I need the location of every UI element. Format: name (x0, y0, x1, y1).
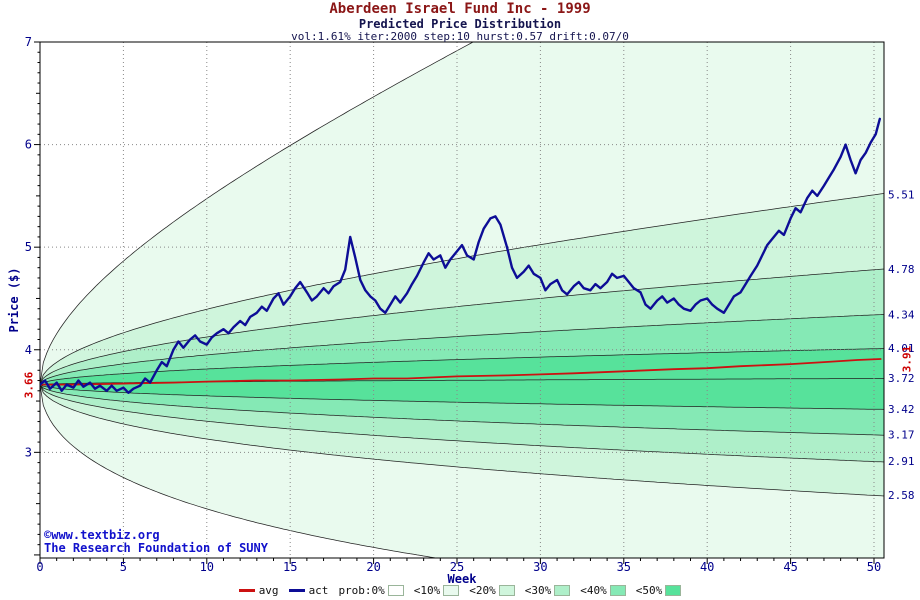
fan-band-p90-p80 (40, 193, 884, 385)
x-tick-label: 15 (283, 560, 297, 574)
watermark-org: The Research Foundation of SUNY (44, 541, 268, 555)
legend-item-avg: avg (238, 584, 279, 597)
legend-label: <20% (469, 584, 496, 597)
fan-boundary-p70 (40, 314, 884, 385)
x-tick-label: 20 (366, 560, 380, 574)
x-tick-label: 25 (450, 560, 464, 574)
boundary-value-label-p20: 2.91 (888, 455, 915, 468)
plot-frame (39, 41, 885, 559)
x-tick-label: 10 (200, 560, 214, 574)
boundary-value-label-p30: 3.17 (888, 428, 915, 441)
fan-boundary-p30 (40, 384, 884, 436)
fan-band-p70-p60 (40, 314, 884, 385)
watermark: ©www.textbiz.org The Research Foundation… (44, 529, 268, 555)
legend-label: prob:0% (338, 584, 385, 597)
x-tick-label: 30 (533, 560, 547, 574)
legend-color-swatch (387, 585, 404, 596)
legend-item-50: <50% (636, 584, 682, 597)
y-tick-label: 7 (25, 35, 32, 49)
start-price-label: 3.66 (22, 371, 36, 398)
legend-item-prob-0: prob:0% (338, 584, 404, 597)
fan-band-p30-p20 (40, 384, 884, 462)
avg-end-price-label: 3.91 (900, 345, 914, 373)
fan-band-max-p90 (40, 42, 884, 385)
fan-boundary-p10 (40, 384, 884, 497)
legend-label: <50% (635, 584, 663, 597)
legend-label: <10% (413, 584, 441, 597)
legend-label: <30% (524, 584, 552, 597)
avg-line (40, 358, 882, 386)
boundary-value-label-p80: 4.78 (888, 263, 915, 276)
legend-color-swatch (498, 585, 515, 596)
legend-item-act: act (288, 584, 329, 597)
legend-label: act (308, 584, 329, 597)
y-tick-label: 3 (25, 445, 32, 459)
legend-item-30: <30% (525, 584, 571, 597)
y-tick-label: 6 (25, 138, 32, 152)
legend-item-20: <20% (469, 584, 515, 597)
legend-item-10: <10% (414, 584, 460, 597)
fan-band-p10-min (40, 384, 884, 558)
fan-band-p20-p10 (40, 384, 884, 496)
fan-boundary-min (40, 384, 439, 558)
legend-color-swatch (665, 585, 682, 596)
x-tick-label: 5 (120, 560, 127, 574)
act-line (40, 117, 881, 394)
page-title: Aberdeen Israel Fund Inc - 1999 (329, 1, 591, 17)
x-tick-label: 40 (700, 560, 714, 574)
y-tick-label: 5 (25, 240, 32, 254)
legend-line-swatch (288, 589, 305, 592)
y-tick-label: 4 (25, 343, 32, 357)
x-tick-label: 45 (783, 560, 797, 574)
fan-band-p60-p50 (40, 348, 884, 385)
legend-color-swatch (609, 585, 626, 596)
legend: avg act prob:0% <10% <20% <30% <40% <50% (0, 584, 920, 597)
legend-label: <40% (580, 584, 607, 597)
simulation-params: vol:1.61% iter:2000 step:10 hurst:0.57 d… (291, 30, 629, 43)
legend-color-swatch (443, 585, 460, 596)
x-tick-label: 35 (617, 560, 631, 574)
x-axis-title: Week (447, 572, 477, 586)
x-tick-label: 0 (36, 560, 43, 574)
fan-boundary-p90 (40, 193, 884, 385)
legend-label: avg (258, 584, 279, 597)
fan-band-p50-p40 (40, 378, 884, 410)
chart-subtitle: Predicted Price Distribution (358, 17, 562, 31)
boundary-value-label-p90: 5.51 (888, 188, 915, 201)
boundary-value-label-p10: 2.58 (888, 489, 915, 502)
fan-boundary-p60 (40, 348, 884, 385)
fan-boundary-p40 (40, 384, 884, 410)
y-axis-title: Price ($) (7, 267, 21, 333)
boundary-value-label-p40: 3.42 (888, 403, 915, 416)
boundary-value-label-p70: 4.34 (888, 308, 915, 321)
boundary-value-label-p60: 4.01 (888, 342, 915, 355)
legend-color-swatch (554, 585, 571, 596)
fan-boundary-max (40, 42, 474, 385)
legend-line-swatch (238, 589, 255, 592)
legend-item-40: <40% (580, 584, 626, 597)
boundary-value-label-p50: 3.72 (888, 372, 915, 385)
watermark-url-link[interactable]: ©www.textbiz.org (44, 528, 160, 542)
x-tick-label: 50 (867, 560, 881, 574)
fan-boundary-p80 (40, 268, 884, 385)
fan-boundary-p20 (40, 384, 884, 463)
